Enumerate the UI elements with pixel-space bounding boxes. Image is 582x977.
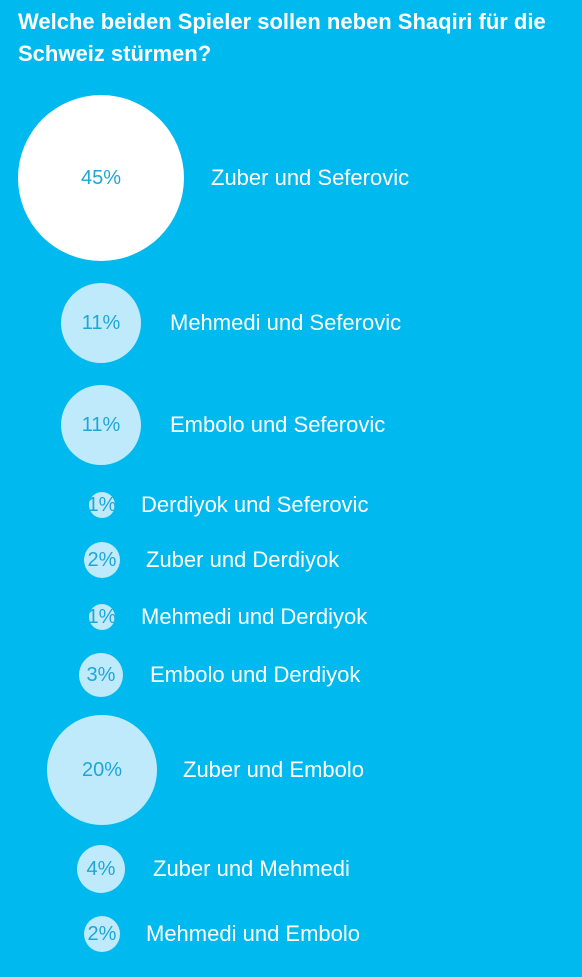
option-label: Zuber und Mehmedi	[153, 856, 350, 881]
percent-bubble: 2%	[84, 916, 120, 952]
percent-value: 2%	[87, 548, 117, 571]
percent-value: 2%	[87, 922, 117, 945]
percent-value: 11%	[81, 311, 121, 334]
percent-bubble: 20%	[47, 715, 157, 825]
percent-bubble: 3%	[79, 653, 123, 697]
percent-value: 45%	[80, 166, 122, 189]
option-label: Derdiyok und Seferovic	[141, 492, 369, 517]
percent-bubble: 45%	[18, 95, 184, 261]
percent-value: 1%	[89, 605, 115, 628]
percent-bubble: 11%	[61, 283, 141, 363]
percent-bubble: 4%	[77, 845, 125, 893]
option-label: Embolo und Seferovic	[170, 412, 386, 437]
percent-value: 3%	[86, 663, 116, 686]
poll-question: Welche beiden Spieler sollen neben Shaqi…	[18, 9, 546, 66]
option-label: Mehmedi und Seferovic	[170, 310, 402, 335]
percent-bubble: 1%	[89, 604, 115, 630]
option-label: Zuber und Seferovic	[211, 165, 410, 190]
percent-value: 1%	[89, 493, 115, 516]
percent-bubble: 1%	[89, 492, 115, 518]
option-label: Mehmedi und Derdiyok	[141, 604, 368, 629]
option-label: Mehmedi und Embolo	[146, 921, 361, 946]
option-label: Zuber und Embolo	[183, 757, 364, 782]
percent-value: 20%	[81, 758, 123, 781]
option-label: Embolo und Derdiyok	[150, 662, 361, 687]
option-label: Zuber und Derdiyok	[146, 547, 340, 572]
percent-bubble: 11%	[61, 385, 141, 465]
percent-value: 11%	[81, 413, 121, 436]
percent-value: 4%	[86, 857, 116, 880]
percent-bubble: 2%	[84, 542, 120, 578]
